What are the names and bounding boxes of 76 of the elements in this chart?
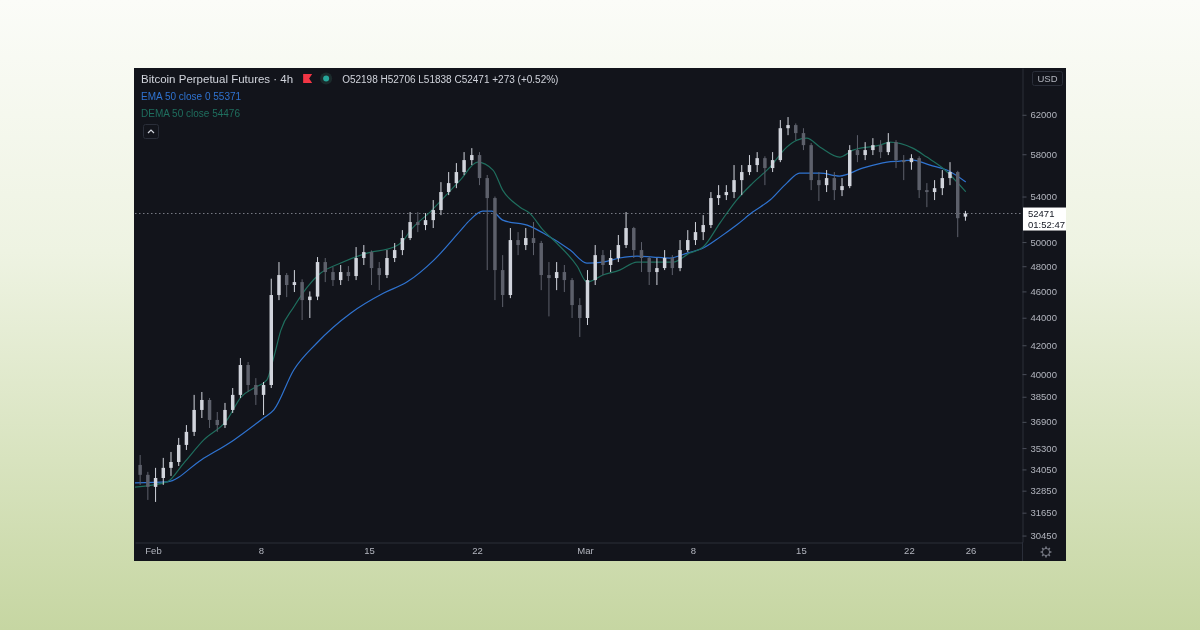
candlestick: [254, 377, 258, 406]
y-tick-label: 35300: [1030, 442, 1057, 454]
candlestick: [547, 261, 551, 317]
y-tick-label: 50000: [1030, 236, 1057, 248]
candlestick: [385, 249, 389, 279]
y-tick-label: 31650: [1030, 507, 1057, 519]
candlestick: [655, 257, 659, 286]
candlestick: [678, 239, 682, 272]
x-tick-label: 22: [904, 545, 915, 557]
y-tick-label: 48000: [1030, 260, 1057, 272]
candlestick: [948, 161, 952, 186]
y-tick-label: 58000: [1030, 148, 1057, 160]
candlestick: [362, 244, 366, 266]
y-tick-label: 38500: [1030, 391, 1057, 403]
candlestick: [462, 151, 466, 176]
candlestick: [686, 229, 690, 253]
y-tick-label: 36900: [1030, 416, 1057, 428]
y-tick-label: 46000: [1030, 285, 1057, 297]
candlestick: [308, 290, 312, 319]
candlestick: [601, 249, 605, 276]
candlestick: [200, 391, 204, 419]
y-tick-label: 42000: [1030, 339, 1057, 351]
x-tick-label: 8: [690, 545, 697, 557]
candlestick: [701, 214, 705, 241]
candlestick: [223, 402, 227, 429]
x-tick-label: 8: [258, 545, 265, 557]
candlestick: [716, 184, 721, 206]
text: DEMA 50 close 54476: [141, 108, 241, 119]
y-tick-label: 30450: [1030, 530, 1057, 542]
x-tick-label: 22: [472, 545, 483, 557]
candlestick: [871, 137, 875, 156]
annotation: O52198 H52706 L51838 C52471 +273 (+0.52%): [342, 74, 559, 85]
candlestick: [732, 164, 736, 199]
candlestick: [138, 454, 142, 486]
candlestick: [763, 155, 767, 186]
candlestick: [246, 361, 250, 393]
candlestick: [439, 181, 443, 216]
y-tick-label: 54000: [1030, 191, 1057, 203]
candlestick: [408, 211, 412, 241]
y-tick-label: 34050: [1030, 463, 1057, 475]
y-tick-label: 44000: [1030, 312, 1057, 324]
x-tick-label: 15: [364, 545, 375, 557]
candlestick: [516, 231, 520, 256]
y-tick-label: 32850: [1030, 485, 1057, 497]
candlestick: [840, 177, 844, 197]
text: EMA 50 close 0 55371: [141, 91, 242, 102]
candlestick: [354, 246, 358, 281]
candlestick: [416, 211, 420, 233]
candlestick: [647, 255, 651, 286]
candlestick: [786, 116, 790, 136]
x-tick-label: Mar: [577, 545, 594, 557]
candlestick: [755, 151, 759, 173]
candlestick: [169, 451, 173, 477]
candlestick: [624, 211, 628, 249]
candlestick: [192, 394, 196, 437]
candlestick: [485, 174, 489, 271]
chart-title: Bitcoin Perpetual Futures · 4h: [141, 73, 294, 85]
candlestick: [524, 227, 528, 251]
candlestick: [894, 139, 898, 169]
x-tick-label: 26: [965, 545, 977, 557]
x-tick-label: Feb: [145, 545, 162, 557]
candlestick: [578, 297, 582, 338]
candlestick: [925, 182, 929, 208]
candlestick: [331, 266, 335, 287]
candlestick: [277, 261, 281, 301]
candlestick: [300, 278, 304, 321]
text: 01:52:47: [1028, 219, 1065, 231]
candlestick: [632, 226, 636, 259]
x-tick-label: 15: [796, 545, 807, 557]
candlestick: [292, 269, 297, 293]
ref-line-label: 52471: [1028, 208, 1055, 220]
candlestick: [146, 471, 150, 501]
candlestick: [817, 171, 821, 202]
y-axis-title: USD: [1037, 73, 1058, 84]
y-tick-label: 62000: [1030, 109, 1057, 121]
y-tick-label: 40000: [1030, 368, 1057, 380]
